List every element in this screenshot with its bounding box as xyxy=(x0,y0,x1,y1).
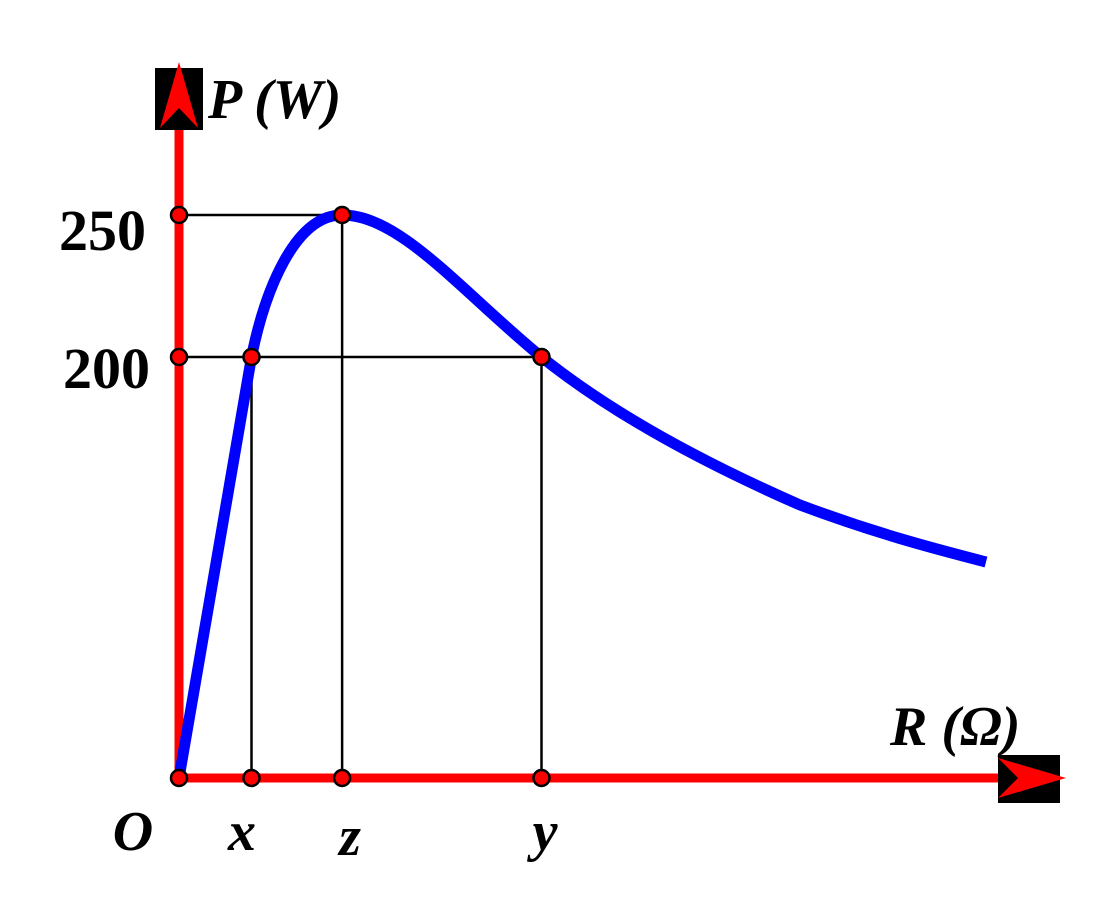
y-tick-label-250: 250 xyxy=(59,198,146,263)
x-tick-label-x: x xyxy=(227,801,256,863)
y-axis-label: P (W) xyxy=(207,69,341,131)
x-tick-label-y: y xyxy=(527,801,559,863)
x-axis-arrowhead xyxy=(998,758,1066,798)
y-axis-arrowhead xyxy=(160,62,198,128)
point-peak xyxy=(332,205,352,225)
point-y-tick-250 xyxy=(169,205,189,225)
point-y-200 xyxy=(532,347,551,367)
origin-label: O xyxy=(113,801,153,863)
x-axis-label: R (Ω) xyxy=(889,696,1020,758)
point-origin xyxy=(169,768,189,788)
power-curve xyxy=(173,209,988,779)
point-x-200 xyxy=(242,347,261,367)
point-x-tick-y xyxy=(532,768,551,788)
y-tick-label-200: 200 xyxy=(63,336,150,401)
point-x-tick-z xyxy=(332,768,352,788)
point-x-tick-x xyxy=(242,768,261,788)
point-y-tick-200 xyxy=(169,347,189,367)
x-tick-label-z: z xyxy=(337,806,361,868)
